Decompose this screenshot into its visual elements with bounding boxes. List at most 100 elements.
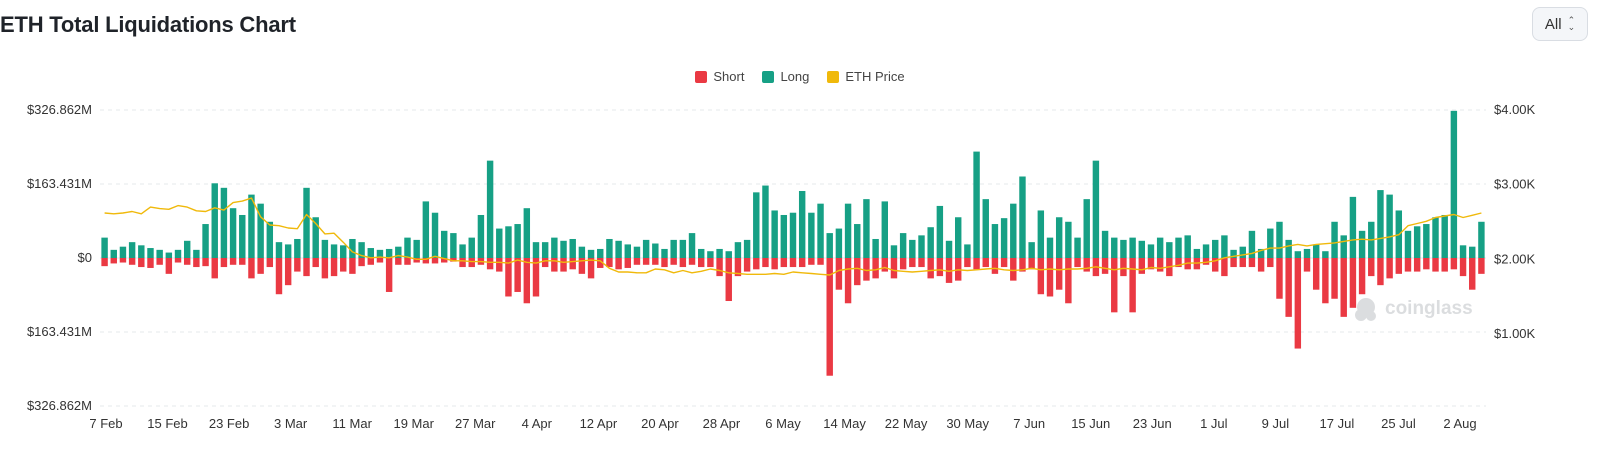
x-axis-tick-label: 14 May <box>823 416 866 431</box>
bar-short <box>496 258 503 272</box>
bar-short <box>1019 258 1026 272</box>
x-axis-tick-label: 7 Feb <box>89 416 122 431</box>
bar-long <box>652 243 659 258</box>
bar-long <box>560 240 567 258</box>
bar-series <box>101 110 1485 376</box>
bar-long <box>1166 242 1173 258</box>
bar-short <box>1349 258 1357 308</box>
bar-long <box>1239 246 1246 258</box>
bar-long <box>1129 237 1136 258</box>
bar-long <box>808 212 815 258</box>
bar-short <box>486 258 494 270</box>
bar-long <box>147 248 154 258</box>
bar-short <box>936 258 944 277</box>
bar-short <box>670 258 677 265</box>
x-axis-tick-label: 22 May <box>885 416 928 431</box>
bar-short <box>1303 258 1311 272</box>
left-axis-tick-label: $163.431M <box>27 176 92 191</box>
bar-short <box>101 258 108 267</box>
bar-short <box>854 258 861 286</box>
x-axis-tick-label: 23 Jun <box>1133 416 1172 431</box>
bar-short <box>413 258 420 263</box>
bar-long <box>303 187 310 258</box>
bar-long <box>431 212 439 258</box>
bar-short <box>541 258 549 268</box>
bar-short <box>1065 258 1072 304</box>
bar-long <box>385 248 393 258</box>
legend-item-long[interactable]: Long <box>762 69 809 84</box>
bar-long <box>1377 190 1384 258</box>
bar-short <box>688 258 696 265</box>
bar-short <box>1010 258 1017 281</box>
bar-long <box>523 208 531 258</box>
bar-long <box>854 224 861 258</box>
bar-long <box>1459 245 1467 258</box>
bar-long <box>578 246 586 258</box>
bar-short <box>422 258 430 264</box>
x-axis-tick-label: 11 Mar <box>332 416 372 431</box>
bar-short <box>1386 258 1393 279</box>
bar-short <box>1175 258 1182 268</box>
bar-short <box>1147 258 1155 270</box>
bar-short <box>1432 258 1439 272</box>
page-title: ETH Total Liquidations Chart <box>0 12 296 37</box>
bar-long <box>909 239 916 258</box>
bar-short <box>431 258 439 264</box>
bar-long <box>1322 251 1329 258</box>
legend-item-price[interactable]: ETH Price <box>827 69 905 84</box>
bar-long <box>982 199 989 258</box>
bar-long <box>1092 160 1100 258</box>
bar-long <box>615 240 622 258</box>
bar-long <box>927 227 934 258</box>
coinglass-watermark: coinglass <box>1355 298 1473 321</box>
legend-item-short[interactable]: Short <box>695 69 744 84</box>
bar-long <box>716 248 723 258</box>
bar-short <box>697 258 705 268</box>
bar-long <box>239 214 246 258</box>
bar-long <box>697 248 705 258</box>
bar-long <box>670 239 677 258</box>
range-select-value: All <box>1544 15 1562 33</box>
bar-long <box>1019 176 1026 258</box>
bar-long <box>734 242 742 258</box>
watermark-text: coinglass <box>1385 298 1473 319</box>
bar-short <box>835 258 843 290</box>
bar-long <box>1037 210 1045 258</box>
bar-short <box>817 258 824 265</box>
bar-long <box>1441 214 1448 258</box>
bar-short <box>597 258 604 268</box>
bar-short <box>551 258 558 272</box>
bar-short <box>1111 258 1118 313</box>
x-axis-tick-label: 15 Feb <box>147 416 187 431</box>
bar-long <box>119 246 127 258</box>
bar-short <box>1257 258 1265 272</box>
bar-long <box>330 244 338 258</box>
chart-legend: Short Long ETH Price <box>0 69 1600 84</box>
bar-short <box>275 258 283 295</box>
bar-long <box>1212 239 1219 258</box>
x-axis-tick-label: 25 Jul <box>1381 416 1416 431</box>
bar-long <box>890 245 898 258</box>
bar-short <box>1413 258 1421 272</box>
bar-short <box>890 258 898 279</box>
bar-short <box>1368 258 1375 277</box>
bar-short <box>395 258 402 265</box>
bar-long <box>440 230 448 258</box>
bar-long <box>101 237 108 258</box>
bar-short <box>239 258 246 265</box>
left-axis-tick-label: $0 <box>78 250 92 265</box>
bar-short <box>569 258 576 270</box>
bar-long <box>1331 221 1338 258</box>
bar-long <box>275 242 283 258</box>
bar-short <box>340 258 347 272</box>
legend-label-long: Long <box>780 69 810 84</box>
bar-long <box>789 212 797 258</box>
bar-short <box>734 258 742 277</box>
range-select[interactable]: All ⌃ ⌄ <box>1532 7 1588 41</box>
right-axis-tick-label: $2.00K <box>1494 251 1536 266</box>
bar-short <box>1129 258 1136 313</box>
bar-long <box>1450 110 1458 258</box>
x-axis-tick-label: 19 Mar <box>393 416 434 431</box>
bar-long <box>1074 237 1081 258</box>
